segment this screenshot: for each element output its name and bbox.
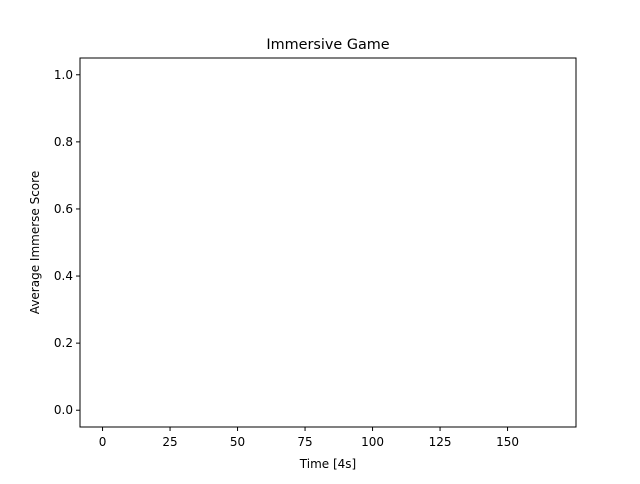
x-tick-label: 50	[230, 435, 245, 449]
y-tick-label: 0.0	[54, 403, 73, 417]
y-axis-ticks: 0.0 0.2 0.4 0.6 0.8 1.0	[54, 68, 80, 417]
y-axis-label: Average Immerse Score	[28, 171, 42, 314]
chart-title: Immersive Game	[266, 37, 389, 53]
x-tick-label: 0	[99, 435, 107, 449]
x-tick-label: 150	[496, 435, 519, 449]
y-tick-label: 0.6	[54, 202, 73, 216]
x-axis-label: Time [4s]	[299, 457, 356, 471]
plot-area	[80, 58, 576, 427]
x-tick-label: 100	[361, 435, 384, 449]
x-axis-ticks: 0 25 50 75 100 125 150	[99, 427, 519, 449]
y-tick-label: 0.8	[54, 135, 73, 149]
plot-frame	[79, 57, 577, 428]
x-tick-label: 25	[162, 435, 177, 449]
y-tick-label: 0.4	[54, 269, 73, 283]
y-tick-label: 1.0	[54, 68, 73, 82]
x-tick-label: 125	[429, 435, 452, 449]
x-tick-label: 75	[297, 435, 312, 449]
y-tick-label: 0.2	[54, 336, 73, 350]
